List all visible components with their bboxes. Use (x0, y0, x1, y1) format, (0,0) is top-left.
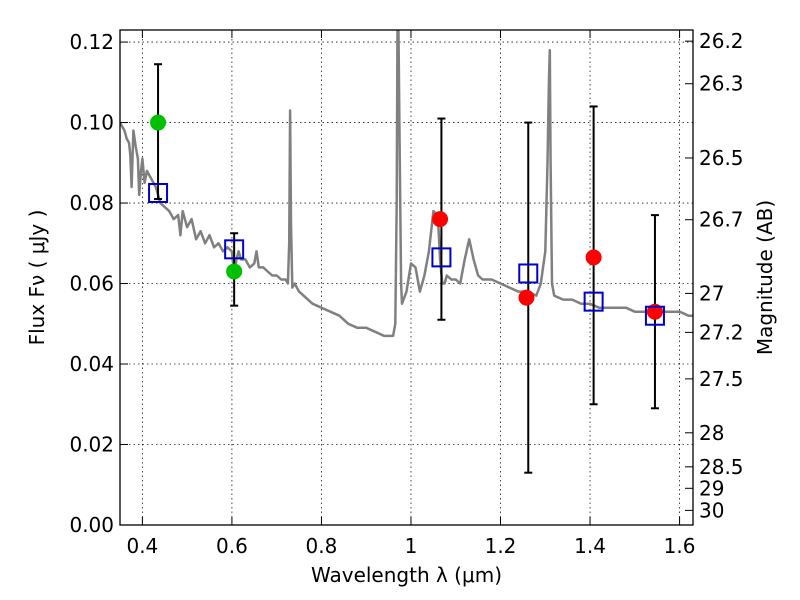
red-data-point (585, 249, 602, 266)
green-data-point (226, 263, 243, 280)
y-tick-label: 0.04 (69, 352, 114, 376)
x-tick-label: 1.6 (664, 534, 696, 558)
tick-marks (120, 30, 693, 526)
y-tick-labels: 0.00 0.02 0.04 0.06 0.08 0.10 0.12 (69, 30, 114, 537)
magnitude-tick-label: 28 (699, 421, 724, 445)
red-data-point (518, 289, 535, 306)
magnitude-tick-label: 26.5 (699, 146, 744, 170)
y-tick-label: 0.06 (69, 272, 114, 296)
y-tick-label: 0.00 (69, 513, 114, 537)
magnitude-tick-label: 27.2 (699, 320, 744, 344)
magnitude-tick-label: 26.2 (699, 29, 744, 53)
grid-lines (120, 30, 693, 525)
magnitude-tick-label: 27 (699, 281, 724, 305)
magnitude-tick-label: 28.5 (699, 455, 744, 479)
x-axis-label: Wavelength λ (μm) (311, 563, 502, 587)
plot-frame (119, 29, 694, 526)
y-tick-label: 0.12 (69, 30, 114, 54)
x-tick-label: 0.6 (216, 534, 248, 558)
template-spectrum-layer (120, 30, 693, 338)
model-photometry-square (583, 291, 604, 312)
x-tick-label: 1 (405, 534, 418, 558)
y-tick-label: 0.10 (69, 111, 114, 135)
x-tick-label: 1.4 (574, 534, 606, 558)
model-photometry-square (644, 305, 665, 326)
x-tick-label: 0.8 (306, 534, 338, 558)
model-photometry-square (148, 182, 169, 203)
magnitude-tick-label: 29 (699, 476, 724, 500)
x-tick-labels: 0.4 0.6 0.8 1 1.2 1.4 1.6 (126, 534, 695, 558)
magnitude-tick-label: 26.7 (699, 208, 744, 232)
model-photometry-square (431, 247, 452, 268)
magnitude-tick-label: 27.5 (699, 367, 744, 391)
magnitude-axis-label: Magnitude (AB) (753, 200, 777, 355)
model-photometry-square (518, 263, 539, 284)
red-data-point (646, 303, 663, 320)
magnitude-tick-label: 26.3 (699, 72, 744, 96)
model-photometry-square (224, 239, 245, 260)
marker-layer (148, 114, 665, 326)
x-tick-label: 1.2 (485, 534, 517, 558)
y-axis-label: Flux Fν ( μJy ) (25, 210, 49, 346)
green-data-point (150, 114, 167, 131)
x-tick-label: 0.4 (126, 534, 158, 558)
red-data-point (432, 211, 449, 228)
magnitude-tick-label: 30 (699, 498, 724, 522)
y-tick-label: 0.08 (69, 191, 114, 215)
y-tick-label: 0.02 (69, 433, 114, 457)
template-spectrum-line (120, 30, 693, 338)
